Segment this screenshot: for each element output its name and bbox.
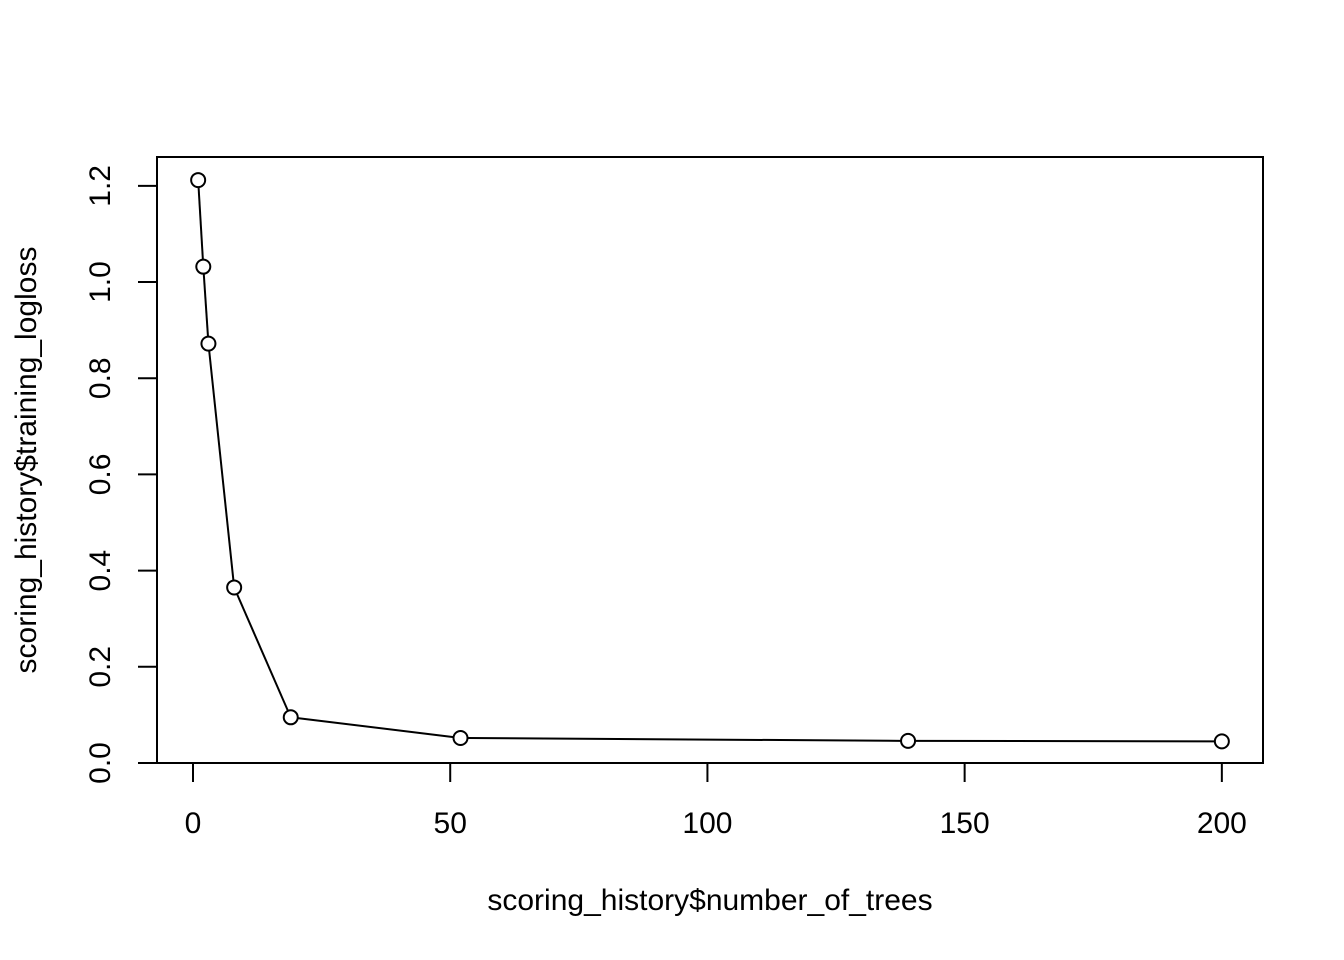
plot-frame — [156, 156, 1264, 764]
data-point — [226, 579, 243, 596]
y-tick-label: 0.4 — [84, 550, 117, 592]
x-tick-label: 0 — [185, 807, 202, 840]
data-point — [195, 258, 212, 275]
y-tick-label: 0.6 — [84, 454, 117, 496]
x-tick-label: 150 — [940, 807, 990, 840]
x-axis-title: scoring_history$number_of_trees — [487, 884, 932, 917]
data-point — [1213, 733, 1230, 750]
data-point — [190, 172, 207, 189]
y-axis-title: scoring_history$training_logloss — [10, 247, 43, 674]
data-point — [900, 732, 917, 749]
x-tick-label: 200 — [1197, 807, 1247, 840]
series-line-segment — [467, 737, 902, 742]
data-point — [452, 729, 469, 746]
series-layer — [190, 172, 1230, 750]
series-line-segment — [202, 273, 209, 337]
x-axis: 0 50 100 150 200 — [185, 762, 1247, 840]
y-tick-label: 0.2 — [84, 646, 117, 688]
series-line-segment — [197, 187, 204, 260]
series-line-segment — [236, 593, 289, 712]
y-tick-label: 1.2 — [84, 165, 117, 207]
data-point — [200, 335, 217, 352]
series-line-segment — [208, 350, 235, 581]
y-tick-label: 0.8 — [84, 357, 117, 399]
y-tick-label: 1.0 — [84, 261, 117, 303]
series-line-segment — [297, 717, 454, 739]
y-tick-label: 0.0 — [84, 742, 117, 784]
x-tick-label: 50 — [434, 807, 467, 840]
x-tick-label: 100 — [682, 807, 732, 840]
y-axis: 0.0 0.2 0.4 0.6 0.8 1.0 1.2 — [84, 165, 158, 784]
data-point — [282, 709, 299, 726]
